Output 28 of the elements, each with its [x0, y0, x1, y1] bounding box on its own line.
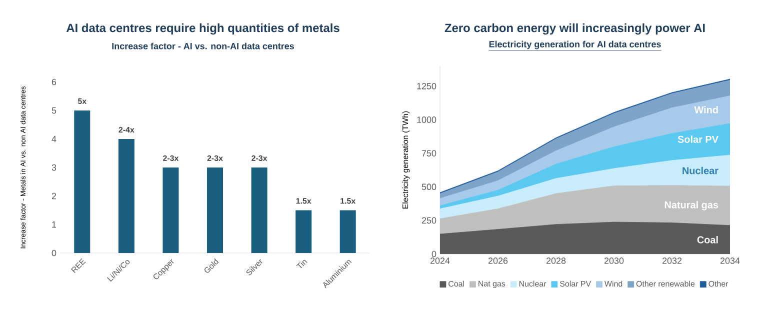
- y-tick-label: 2: [52, 192, 56, 200]
- y-tick-label: 1250: [417, 82, 436, 90]
- annotation: Solar PV: [678, 136, 718, 143]
- y-tick-label: 0: [52, 250, 56, 256]
- annotation: Nuclear: [682, 166, 718, 174]
- y-tick-label: 500: [422, 184, 436, 190]
- annotation: Coal: [697, 236, 718, 244]
- x-tick-label: 2028: [546, 258, 566, 264]
- chart-title: Zero carbon energy will increasingly power AI: [444, 23, 705, 35]
- y-tick-label: 750: [422, 150, 436, 156]
- annotation: Wind: [694, 106, 718, 114]
- y-tick-label: 250: [422, 217, 436, 224]
- chart-subtitle: Increase factor - AI vs. non-AI data centres: [112, 42, 294, 50]
- y-tick-label: 3: [52, 164, 56, 171]
- y-tick-label: 1: [52, 221, 56, 228]
- x-tick-label: 2026: [488, 258, 508, 264]
- x-tick-label: 2032: [662, 258, 682, 264]
- y-tick-label: 6: [52, 78, 56, 86]
- x-tick-label: 2030: [604, 258, 624, 264]
- x-tick-label: 2024: [430, 258, 450, 264]
- y-tick-label: 4: [52, 136, 56, 142]
- annotation: Natural gas: [664, 201, 718, 210]
- y-tick-label: 5: [52, 107, 56, 114]
- y-tick-label: 1000: [417, 116, 436, 123]
- x-tick-label: 2034: [720, 258, 740, 264]
- chart-title: AI data centres require high quantities of metals: [66, 23, 340, 35]
- y-tick-label: 0: [432, 250, 436, 258]
- chart-subtitle: Electricity generation for AI data centres: [489, 40, 661, 50]
